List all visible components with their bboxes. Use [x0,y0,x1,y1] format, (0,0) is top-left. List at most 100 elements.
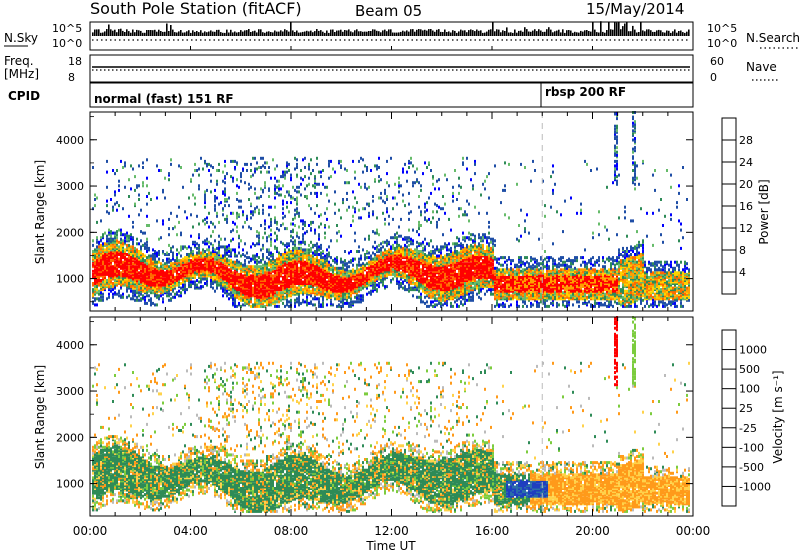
power-cell [94,268,96,272]
nsky-bar [666,30,668,36]
nsky-bar [194,31,196,36]
power-cell [354,283,356,287]
nsky-bar [222,32,224,36]
power-cell [408,228,410,232]
power-cell [134,277,136,281]
power-cell [274,184,276,188]
power-cell [364,266,366,270]
power-cell [102,266,104,270]
power-cell [96,303,98,307]
power-cell [362,277,364,281]
power-cell [332,265,334,269]
power-cell [152,266,154,270]
power-cell [382,277,384,281]
power-cell [104,242,106,246]
power-cell [132,297,134,301]
power-cell [250,277,252,281]
power-cell [200,256,202,260]
power-cell [282,173,284,177]
power-cell [152,256,154,260]
power-cell [134,260,136,264]
power-cell [224,176,226,180]
nsky-bar [470,29,472,36]
power-cell [274,205,276,209]
power-cell [404,250,406,253]
power-cell [210,279,212,282]
nsky-bar [102,32,104,36]
power-cell [262,266,264,270]
power-cell [230,285,232,289]
power-cell [324,211,326,215]
power-cell [266,262,268,266]
power-cell [198,260,200,264]
power-cell [328,199,330,203]
power-cell [186,253,188,256]
power-cell [288,210,290,214]
power-cell [92,289,94,293]
power-cell [152,283,154,287]
power-cell [232,274,234,278]
nsky-bar [360,31,362,36]
power-cell [302,298,304,302]
power-cell [328,277,330,281]
power-cell [286,242,288,246]
power-cell [116,250,118,253]
power-cell [320,243,322,247]
power-cell [128,265,130,269]
power-cell [194,254,196,258]
power-cell [288,250,290,253]
nsky-bar [132,29,134,36]
power-cell [172,283,174,287]
power-cell [174,283,176,287]
power-cell [210,272,212,276]
power-cell [296,207,298,211]
power-cell [196,251,198,255]
power-cell [360,288,362,292]
cpid-strip-frame [89,82,694,108]
power-cell [336,266,338,270]
power-cell [222,289,224,293]
power-cell [362,207,364,211]
power-cell [158,294,160,298]
power-cell [394,233,396,237]
power-cell [392,257,394,261]
nsky-bar [440,31,442,36]
power-cell [116,243,118,247]
power-cell [340,272,342,276]
power-cell [294,304,296,308]
power-cell [174,275,176,279]
power-cell [406,248,408,252]
power-cell [128,214,130,218]
power-cell [314,294,316,298]
power-cell [274,304,276,308]
nsky-bar [624,23,626,36]
power-cell [238,277,240,281]
power-cell [158,286,160,290]
power-cell [314,260,316,264]
power-cell [138,242,140,246]
power-cell [170,211,172,215]
power-cell [138,277,140,281]
power-cell [110,230,112,234]
power-cell [296,210,298,214]
power-cell [232,228,234,232]
power-cell [278,260,280,264]
power-cell [234,159,236,163]
power-cell [308,243,310,247]
power-cell [140,277,142,281]
nsky-bar [582,31,584,36]
power-cell [178,220,180,224]
nsky-bar [686,31,688,36]
nsky-bar [130,32,132,36]
nsky-bar [164,31,166,36]
power-cell [108,266,110,270]
power-cell [350,297,352,301]
power-cell [394,250,396,253]
power-cell [260,156,262,160]
power-cell [310,227,312,231]
power-cell [194,169,196,172]
power-cell [334,170,336,174]
power-cell [242,167,244,171]
nsky-bar [382,30,384,36]
power-cell [278,286,280,290]
